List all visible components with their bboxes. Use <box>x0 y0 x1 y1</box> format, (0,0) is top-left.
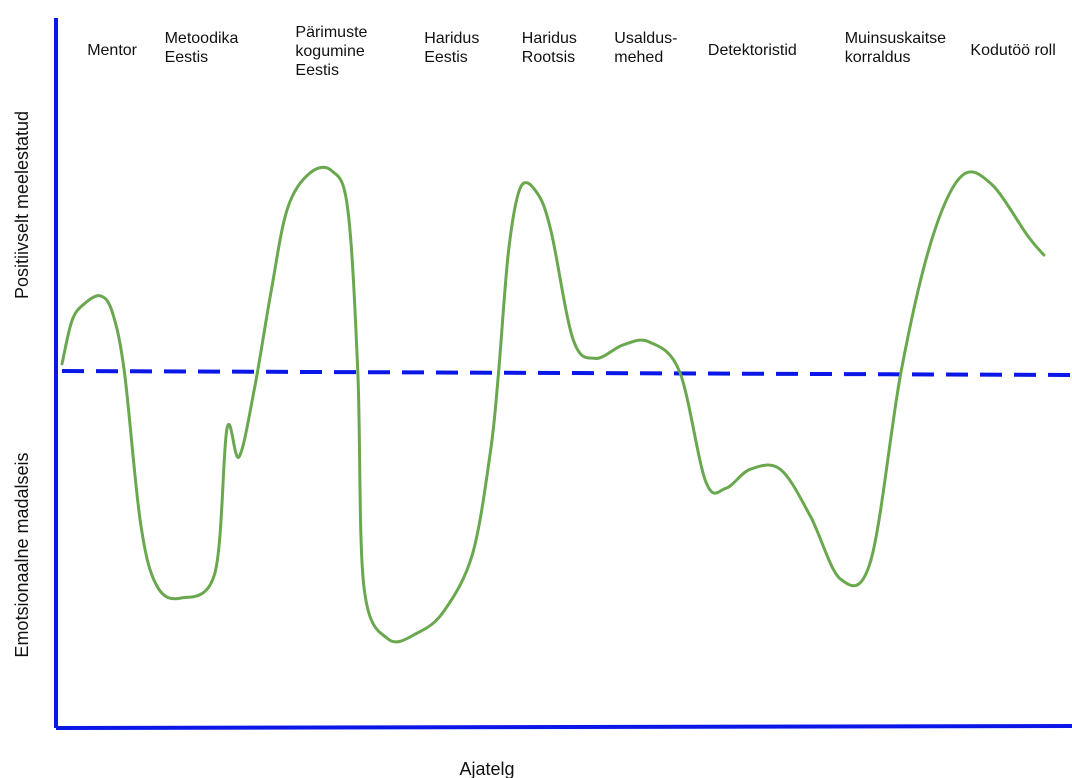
series-point-43 <box>929 240 933 243</box>
series-point-10 <box>225 427 229 430</box>
phase-label-3: Haridus Eestis <box>424 30 479 66</box>
series-point-6 <box>139 521 142 524</box>
phase-label-1: Metoodika Eestis <box>165 30 239 66</box>
series-point-7 <box>155 584 158 587</box>
series-point-4 <box>111 310 114 314</box>
series-point-18 <box>356 370 360 374</box>
series-point-37 <box>748 468 752 471</box>
neutral-baseline <box>61 369 1072 377</box>
series-point-35 <box>704 480 708 484</box>
series-point-46 <box>1026 234 1030 238</box>
phase-label-line: Eestis <box>424 49 468 66</box>
phase-label-line: Metoodika <box>165 30 239 47</box>
series-point-44 <box>960 174 963 178</box>
phase-label-8: Kodutöö roll <box>970 42 1055 59</box>
series-point-23 <box>471 552 474 556</box>
series-point-19 <box>362 584 366 587</box>
series-point-24 <box>489 449 492 452</box>
series-point-9 <box>213 571 217 575</box>
series-point-11 <box>237 455 241 459</box>
series-point-32 <box>622 343 625 347</box>
phase-label-2: Pärimuste kogumine Eestis <box>295 24 367 79</box>
series-point-15 <box>308 172 311 175</box>
phase-label-line: Pärimuste <box>295 24 367 41</box>
phase-label-4: Haridus Rootsis <box>522 30 577 66</box>
series-point-34 <box>678 370 681 374</box>
series-point-45 <box>990 183 993 186</box>
series-point-47 <box>1042 253 1046 257</box>
y-axis-label-bottom: Emotsionaalne madalseis <box>12 452 32 657</box>
series-point-5 <box>123 370 126 374</box>
phase-label-line: mehed <box>614 49 663 66</box>
phase-labels: Mentor Metoodika Eestis Pärimuste kogumine Ee… <box>87 24 1056 79</box>
series-point-38 <box>779 468 782 471</box>
series-point-0 <box>60 362 64 366</box>
phase-label-line: korraldus <box>845 49 911 66</box>
series-point-13 <box>270 289 273 292</box>
series-point-39 <box>809 515 812 518</box>
phase-label-line: Mentor <box>87 42 137 59</box>
phase-label-line: kogumine <box>295 43 364 60</box>
series-point-3 <box>98 294 102 298</box>
phase-label-7: Muinsuskaitse korraldus <box>845 30 946 66</box>
series-point-41 <box>869 559 873 562</box>
series-point-17 <box>346 207 350 211</box>
series-point-31 <box>593 357 597 360</box>
phase-label-5: Usaldus-mehed <box>614 30 677 66</box>
series-point-42 <box>899 370 903 374</box>
phase-label-6: Detektoristid <box>708 42 797 59</box>
phase-label-line: Haridus <box>522 30 577 47</box>
series-point-27 <box>519 185 522 189</box>
series-point-29 <box>549 229 553 232</box>
series-point-2 <box>82 302 86 306</box>
series-point-16 <box>330 169 333 172</box>
x-axis-label: Ajatelg <box>459 759 514 778</box>
phase-label-0: Mentor <box>87 42 137 59</box>
phase-label-line: Muinsuskaitse <box>845 30 946 47</box>
series-point-36 <box>724 486 728 490</box>
series-point-12 <box>253 383 257 386</box>
series-point-40 <box>839 577 842 581</box>
phase-label-line: Eestis <box>295 62 339 79</box>
series-point-28 <box>535 191 539 194</box>
series-point-20 <box>386 637 390 641</box>
series-point-21 <box>416 631 420 634</box>
x-axis-line <box>55 724 1072 730</box>
series-line <box>60 165 1046 644</box>
phase-label-line: Eestis <box>165 49 209 66</box>
series-point-1 <box>70 319 74 322</box>
series-point-30 <box>571 338 575 341</box>
series-points <box>60 169 1046 641</box>
series-point-22 <box>443 609 446 612</box>
series-point-8 <box>179 596 182 600</box>
phase-label-line: Haridus <box>424 30 479 47</box>
phase-label-line: Usaldus- <box>614 30 677 47</box>
series-point-26 <box>507 248 511 251</box>
y-axis-label-top: Positiivselt meelestatud <box>12 111 32 299</box>
phase-label-line: Detektoristid <box>708 42 797 59</box>
series-point-33 <box>648 340 651 344</box>
phase-label-line: Rootsis <box>522 49 575 66</box>
series-point-14 <box>286 207 289 211</box>
phase-label-line: Kodutöö roll <box>970 42 1055 59</box>
series-point-25 <box>497 370 500 374</box>
